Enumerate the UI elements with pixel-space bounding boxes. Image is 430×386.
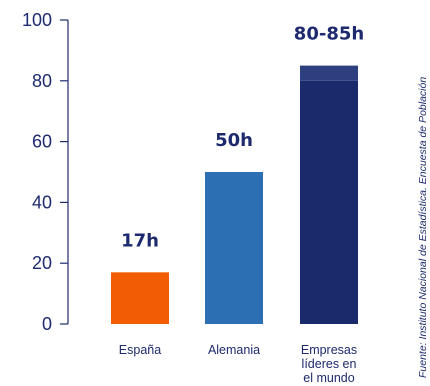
data-labels: 17h 50h 80-85h bbox=[121, 24, 364, 252]
data-label: 50h bbox=[215, 130, 253, 151]
bar bbox=[300, 80, 358, 324]
y-tick-label: 40 bbox=[32, 192, 52, 212]
data-label: 17h bbox=[121, 230, 159, 251]
y-tick-label: 20 bbox=[32, 253, 52, 273]
category-label: líderes en bbox=[302, 357, 357, 371]
y-tick-label: 100 bbox=[22, 10, 52, 30]
y-tick-label: 80 bbox=[32, 71, 52, 91]
bar bbox=[205, 172, 263, 324]
category-label: el mundo bbox=[303, 371, 354, 385]
y-tick-label: 0 bbox=[42, 314, 52, 334]
category-label: Alemania bbox=[208, 343, 260, 357]
source-note: Fuente: Instituto Nacional de Estadístic… bbox=[417, 77, 429, 378]
category-label: España bbox=[119, 343, 161, 357]
bar bbox=[111, 272, 169, 324]
data-label: 80-85h bbox=[294, 24, 364, 45]
bars bbox=[111, 65, 358, 324]
y-tick-label: 60 bbox=[32, 132, 52, 152]
y-axis-ticks: 0 20 40 60 80 100 bbox=[22, 10, 68, 334]
bar-range-segment bbox=[300, 65, 358, 81]
category-label: Empresas bbox=[301, 343, 357, 357]
